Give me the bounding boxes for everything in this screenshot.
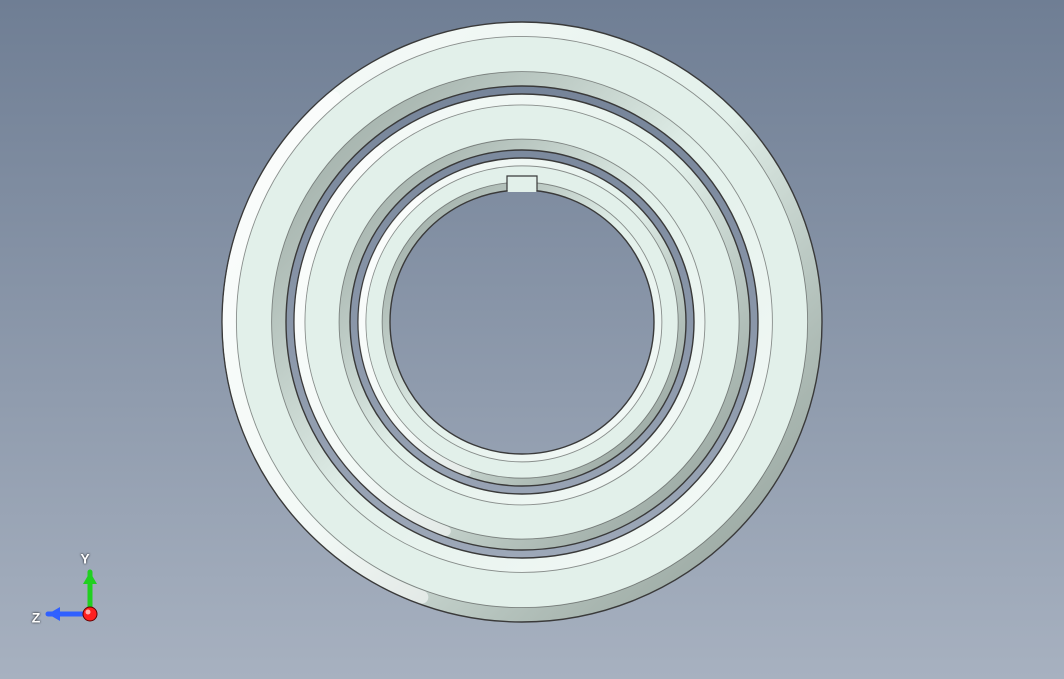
orientation-triad[interactable]: ZY — [35, 559, 145, 669]
part-rendering — [0, 0, 1064, 679]
triad-svg: ZY — [35, 559, 145, 669]
cad-viewport[interactable]: ZY — [0, 0, 1064, 679]
svg-text:Y: Y — [80, 551, 90, 567]
svg-text:Z: Z — [32, 610, 41, 626]
ring-2 — [358, 158, 686, 486]
